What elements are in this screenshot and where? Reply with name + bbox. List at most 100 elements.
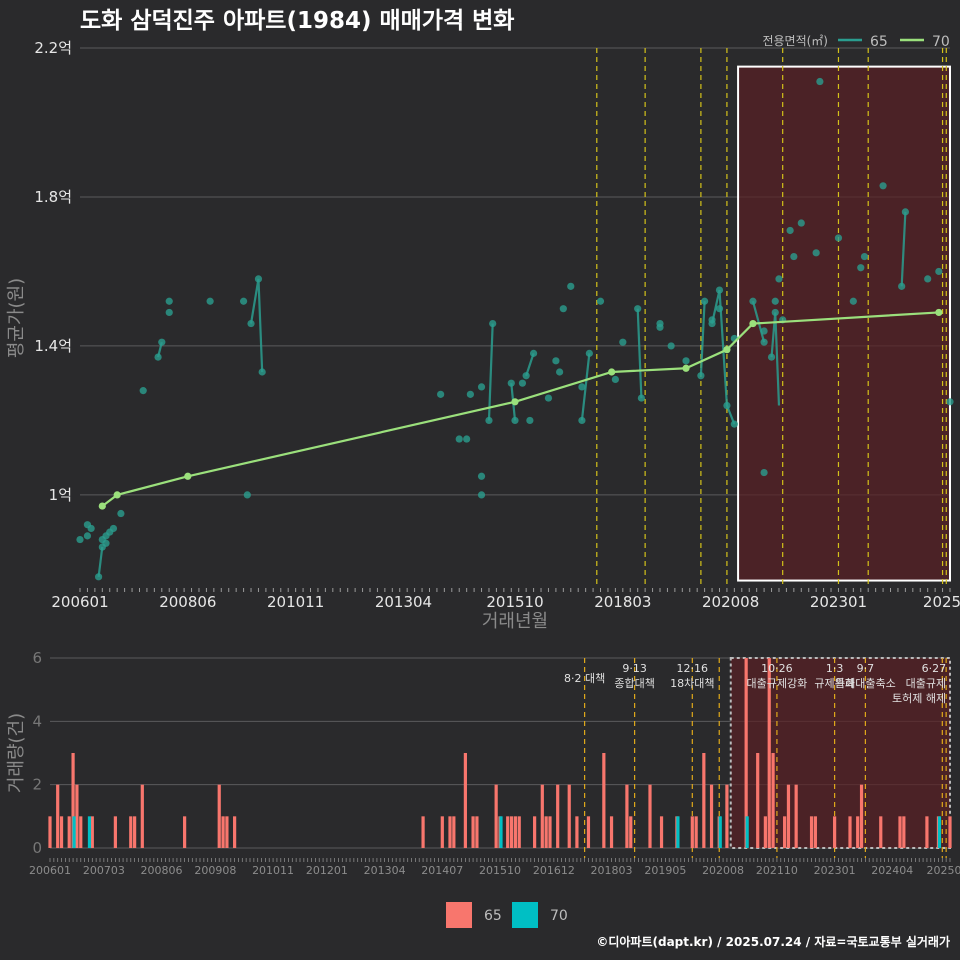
bar-65 xyxy=(75,784,79,848)
y-tick-label: 1.8억 xyxy=(34,188,72,206)
bar-65 xyxy=(902,816,906,848)
series-65-point xyxy=(667,342,675,350)
series-65-point xyxy=(812,249,820,257)
bar-65 xyxy=(694,816,698,848)
y2-axis-title: 거래량(건) xyxy=(6,713,27,793)
series-65-point xyxy=(786,226,794,235)
policy-annotation: 18차대책 xyxy=(670,677,714,690)
x-tick-label: 200806 xyxy=(159,593,216,611)
bar-65 xyxy=(925,816,929,848)
bar-65 xyxy=(90,816,94,848)
series-65-point xyxy=(556,368,564,376)
series-65-point xyxy=(437,390,445,398)
series-65-point xyxy=(656,323,664,331)
series-65-point xyxy=(816,77,824,86)
series-65-point xyxy=(634,305,642,313)
bar-65 xyxy=(629,816,633,848)
legend-title: 전용면적(㎡) xyxy=(762,34,828,48)
y2-tick-label: 2 xyxy=(32,776,42,794)
x2-tick-label: 20250 xyxy=(927,864,960,877)
series-65-point xyxy=(466,390,474,398)
bar-65 xyxy=(725,784,729,848)
series-65-point xyxy=(254,275,263,283)
y-axis-title: 평균가(원) xyxy=(6,278,27,358)
series-65-point xyxy=(760,468,768,477)
x-axis-title: 거래년월 xyxy=(482,611,548,632)
x2-tick-label: 201304 xyxy=(364,864,406,877)
series-65-point xyxy=(455,435,463,443)
series-65-point xyxy=(526,416,534,425)
x-tick-label: 2025 xyxy=(923,593,960,611)
series-65-point xyxy=(83,532,92,540)
bar-65 xyxy=(709,784,714,848)
x-tick-label: 200601 xyxy=(51,593,108,611)
bar-65 xyxy=(440,816,444,848)
x2-tick-label: 202110 xyxy=(756,864,798,877)
series-65-point xyxy=(117,509,125,518)
series-65-point xyxy=(206,297,214,305)
bar-65 xyxy=(575,816,579,848)
source-footer: ©디아파트(dapt.kr) / 2025.07.24 / 자료=국토교통부 실… xyxy=(596,934,950,949)
legend2-label: 65 xyxy=(484,908,502,924)
top-legend: 전용면적(㎡) 65 70 xyxy=(762,34,949,50)
series-65-point xyxy=(477,491,486,499)
series-65-point xyxy=(701,297,709,305)
x-tick-label: 201510 xyxy=(486,593,543,611)
series-65-point xyxy=(760,327,768,335)
bar-65 xyxy=(690,816,694,848)
series-65-point xyxy=(477,472,486,480)
series-65-point xyxy=(708,316,716,324)
bar-65 xyxy=(609,816,614,848)
series-65-line xyxy=(751,300,766,343)
series-65-point xyxy=(76,535,84,544)
series-70-point xyxy=(98,502,106,510)
series-70-point xyxy=(608,368,616,376)
series-65-point xyxy=(243,491,251,499)
series-70-point xyxy=(749,319,757,328)
bar-65 xyxy=(448,816,452,848)
series-65-point xyxy=(715,305,724,313)
series-65-point xyxy=(637,394,646,402)
bar-65 xyxy=(556,784,560,848)
bar-65 xyxy=(813,816,817,848)
bar-65 xyxy=(217,784,221,848)
bar-65 xyxy=(659,816,664,848)
x-tick-label: 201011 xyxy=(267,593,324,611)
policy-annotation: 특례대출축소 xyxy=(835,677,896,690)
series-65-point xyxy=(879,182,887,190)
bar-65 xyxy=(756,753,760,848)
series-65-point xyxy=(749,297,757,305)
chart-title: 도화 삼덕진주 아파트(1984) 매매가격 변화 xyxy=(80,8,514,34)
series-65-point xyxy=(158,338,166,346)
highlight-region-2 xyxy=(729,657,951,849)
series-65-line xyxy=(525,353,535,377)
y-tick-label: 1.4억 xyxy=(34,337,72,355)
series-65-line xyxy=(636,308,643,399)
series-65-point xyxy=(924,275,932,283)
series-65-point xyxy=(485,416,493,425)
bar-65 xyxy=(475,816,479,848)
series-65-point xyxy=(946,398,954,406)
series-65-point xyxy=(102,539,110,547)
legend-label: 65 xyxy=(870,34,888,50)
policy-annotation: 10·26 xyxy=(761,662,793,675)
series-65-point xyxy=(578,416,586,425)
policy-annotation: 9·13 xyxy=(622,662,647,675)
x2-tick-label: 202008 xyxy=(702,864,744,877)
bar-65 xyxy=(548,816,552,848)
series-65-line xyxy=(699,301,706,376)
bar-70 xyxy=(676,816,680,848)
x2-tick-label: 200601 xyxy=(29,864,71,877)
bar-65 xyxy=(533,816,537,848)
bar-65 xyxy=(517,816,521,848)
bar-65 xyxy=(506,816,510,848)
series-65-point xyxy=(771,297,779,305)
x2-tick-label: 201201 xyxy=(306,864,348,877)
bar-65 xyxy=(763,816,767,848)
policy-annotation: 대출규제강화 xyxy=(747,677,808,690)
bar-65 xyxy=(183,816,187,848)
x2-tick-label: 202301 xyxy=(814,864,856,877)
y2-tick-label: 6 xyxy=(32,649,42,667)
bar-65 xyxy=(786,784,791,848)
series-65-point xyxy=(87,524,95,533)
